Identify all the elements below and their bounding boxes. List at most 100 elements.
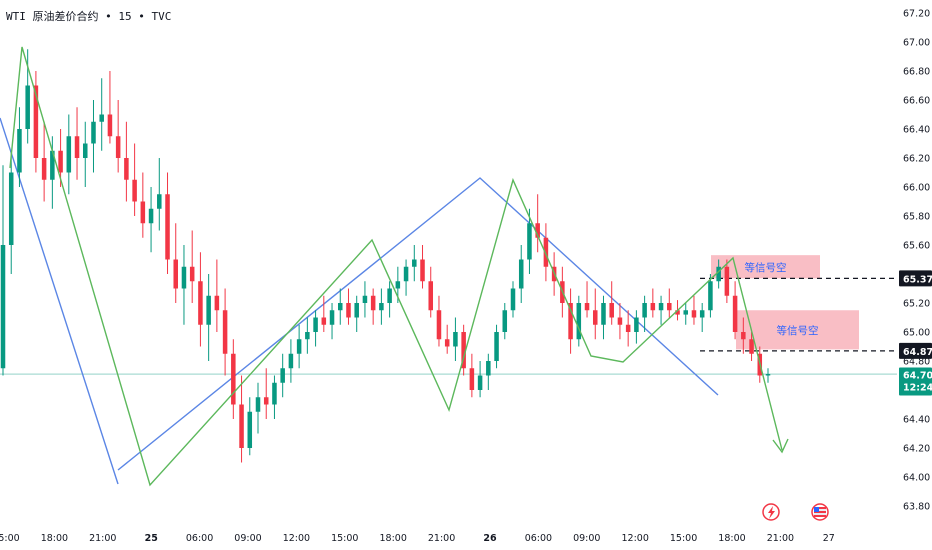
candle[interactable]	[765, 368, 771, 383]
event-flash-icon[interactable]	[762, 503, 780, 521]
price-tag[interactable]: 65.37	[899, 270, 932, 287]
candle[interactable]	[420, 245, 425, 289]
candle[interactable]	[568, 288, 573, 354]
candle[interactable]	[362, 281, 368, 318]
candle[interactable]	[140, 172, 146, 238]
candle[interactable]	[115, 100, 121, 173]
candle[interactable]	[370, 288, 376, 325]
candle[interactable]	[329, 303, 335, 340]
candle[interactable]	[741, 317, 746, 354]
candle[interactable]	[74, 107, 80, 180]
candle[interactable]	[132, 143, 137, 217]
candle[interactable]	[148, 187, 154, 253]
candle[interactable]	[461, 324, 466, 376]
candle[interactable]	[272, 375, 277, 420]
candle[interactable]	[412, 245, 417, 282]
candle[interactable]	[288, 339, 294, 383]
candle[interactable]	[189, 230, 195, 304]
signal-zone[interactable]	[711, 255, 820, 279]
candle[interactable]	[346, 288, 351, 325]
candle[interactable]	[436, 295, 442, 347]
signal-zone[interactable]	[736, 310, 859, 350]
candle[interactable]	[543, 223, 549, 282]
candle[interactable]	[658, 295, 664, 325]
candle[interactable]	[247, 397, 253, 456]
candle[interactable]	[313, 310, 318, 347]
candle[interactable]	[510, 281, 516, 318]
candle[interactable]	[222, 288, 228, 376]
candle[interactable]	[280, 353, 285, 398]
candle[interactable]	[33, 71, 39, 173]
candle[interactable]	[749, 332, 754, 361]
y-tick-label: 64.20	[903, 444, 930, 455]
candle[interactable]	[0, 165, 6, 376]
candle[interactable]	[494, 324, 499, 369]
candle[interactable]	[17, 107, 22, 187]
candle[interactable]	[214, 259, 220, 333]
candle[interactable]	[716, 259, 721, 289]
candle[interactable]	[379, 288, 384, 325]
candle[interactable]	[699, 303, 705, 332]
candle[interactable]	[66, 114, 72, 195]
candle[interactable]	[691, 295, 697, 325]
candle[interactable]	[576, 295, 582, 347]
candle[interactable]	[99, 78, 104, 151]
candle[interactable]	[642, 295, 647, 332]
candle[interactable]	[165, 172, 170, 275]
candle[interactable]	[667, 288, 672, 318]
candle[interactable]	[354, 295, 359, 332]
candle[interactable]	[239, 375, 244, 463]
candle[interactable]	[255, 382, 261, 434]
candle[interactable]	[107, 71, 113, 144]
candle[interactable]	[518, 245, 524, 303]
candle[interactable]	[617, 303, 623, 340]
candle[interactable]	[625, 310, 631, 347]
candle-body	[288, 353, 294, 369]
candle[interactable]	[50, 136, 55, 209]
price-tag[interactable]: 64.87	[899, 342, 932, 359]
candle[interactable]	[41, 121, 47, 202]
candle[interactable]	[732, 281, 738, 340]
candle[interactable]	[337, 288, 343, 325]
candle[interactable]	[683, 303, 689, 325]
candle[interactable]	[173, 223, 179, 303]
candle[interactable]	[592, 288, 598, 340]
candle[interactable]	[181, 245, 187, 325]
candle[interactable]	[708, 274, 713, 318]
candle[interactable]	[157, 158, 162, 231]
candle[interactable]	[527, 208, 532, 274]
candle[interactable]	[321, 295, 327, 332]
green-zigzag-line[interactable]	[9, 46, 783, 487]
candle[interactable]	[724, 259, 730, 304]
candle[interactable]	[453, 317, 458, 362]
candle[interactable]	[477, 361, 483, 398]
candle[interactable]	[486, 353, 491, 390]
us-flag-icon[interactable]	[811, 503, 829, 521]
candle[interactable]	[444, 324, 450, 354]
y-tick-label: 66.80	[903, 67, 930, 78]
candle[interactable]	[403, 259, 409, 296]
candle[interactable]	[263, 368, 269, 419]
candle[interactable]	[601, 295, 606, 340]
candle[interactable]	[296, 324, 302, 369]
candle[interactable]	[198, 252, 203, 347]
candle[interactable]	[634, 310, 639, 344]
candle[interactable]	[502, 303, 508, 340]
candle[interactable]	[91, 100, 96, 173]
candle[interactable]	[469, 353, 475, 398]
candle[interactable]	[609, 281, 614, 325]
candle[interactable]	[305, 317, 310, 354]
candle[interactable]	[8, 150, 14, 274]
candle[interactable]	[584, 281, 590, 318]
candle[interactable]	[231, 339, 236, 419]
candle[interactable]	[206, 274, 211, 361]
candle[interactable]	[535, 194, 540, 253]
candle[interactable]	[387, 281, 392, 318]
candle[interactable]	[124, 121, 129, 202]
candle[interactable]	[428, 266, 434, 318]
blue-trendline[interactable]	[117, 177, 719, 471]
candle[interactable]	[82, 121, 88, 187]
candle[interactable]	[650, 288, 656, 318]
